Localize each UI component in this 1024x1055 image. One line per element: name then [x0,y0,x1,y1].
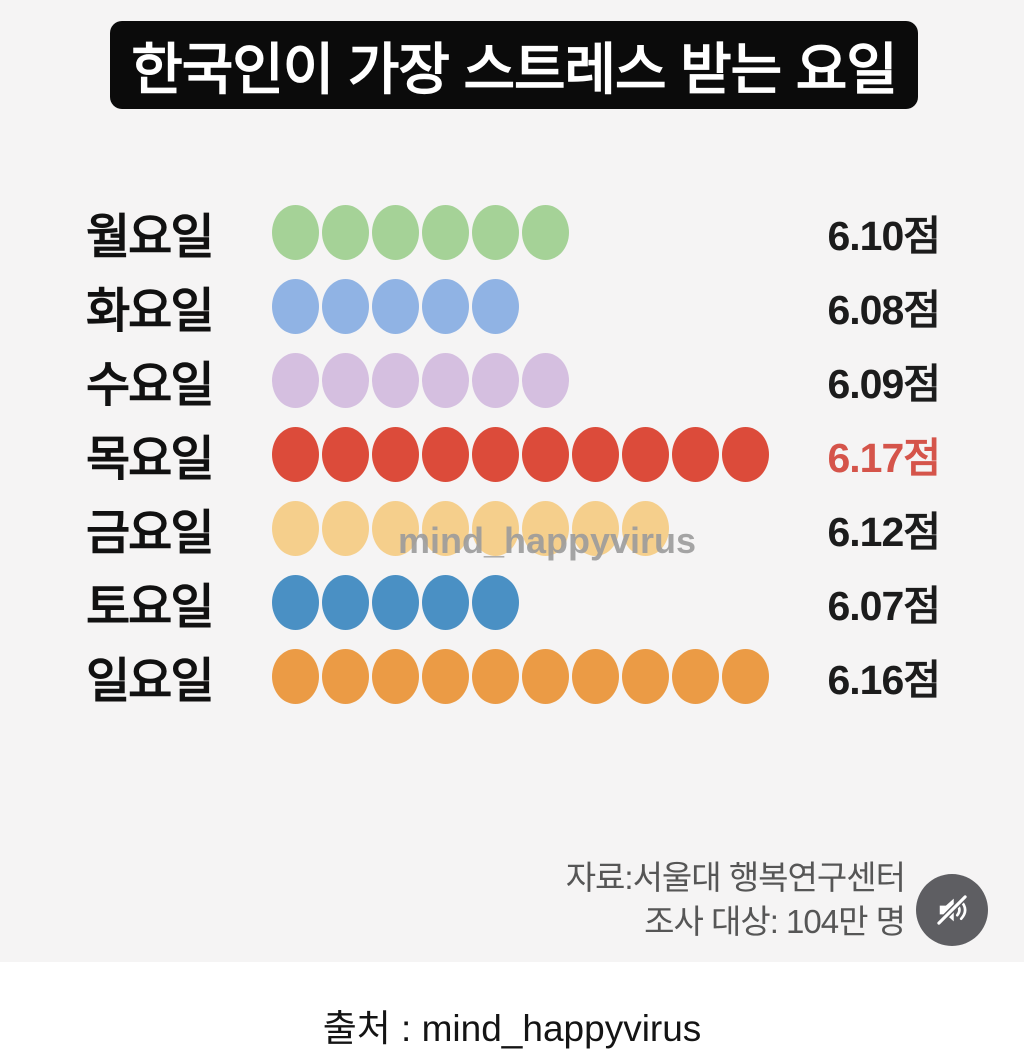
dot-icon [322,648,369,704]
dot-icon [272,426,319,482]
dot-icon [322,500,369,556]
source-line-1: 자료:서울대 행복연구센터 [565,859,906,896]
score-label: 6.07점 [827,583,941,629]
dot-icon [572,500,619,556]
chart-row: 월요일 6.10점 [0,195,1024,269]
score-label: 6.08점 [827,287,941,333]
dot-icon [622,648,669,704]
dot-icon [722,648,769,704]
dot-icon [322,278,369,334]
score-label: 6.17점 [827,435,941,481]
dot-icon [272,204,319,260]
source-note: 자료:서울대 행복연구센터 조사 대상: 104만 명 [565,856,906,944]
source-line-2: 조사 대상: 104만 명 [644,903,906,940]
dot-icon [522,500,569,556]
dot-icon [672,648,719,704]
dot-icon [472,648,519,704]
dot-icon [272,352,319,408]
dot-icon [672,426,719,482]
dot-icon [472,278,519,334]
dot-icon [372,352,419,408]
dot-icon [272,500,319,556]
dot-icon [722,426,769,482]
dot-icon [422,648,469,704]
chart-row: 금요일 6.12점 [0,491,1024,565]
dot-icon [272,574,319,630]
dot-icon [372,426,419,482]
dot-icon [372,204,419,260]
dot-icon [572,426,619,482]
dot-icon [422,500,469,556]
dot-icon [422,574,469,630]
dot-icon [422,204,469,260]
dot-icon [472,204,519,260]
chart-row: 목요일 6.17점 [0,417,1024,491]
dot-icon [422,426,469,482]
chart-row: 일요일 6.16점 [0,639,1024,713]
score-label: 6.16점 [827,657,941,703]
score-label: 6.12점 [827,509,941,555]
dot-icon [372,500,419,556]
dot-icon [472,500,519,556]
dot-bar [272,352,572,408]
page-title: 한국인이 가장 스트레스 받는 요일 [131,37,898,101]
dot-icon [472,426,519,482]
chart-row: 수요일 6.09점 [0,343,1024,417]
dot-icon [472,352,519,408]
dot-icon [322,426,369,482]
dot-bar [272,500,672,556]
dot-icon [372,278,419,334]
score-label: 6.09점 [827,361,941,407]
dot-bar [272,204,572,260]
day-label: 월요일 [86,211,214,264]
dot-bar [272,426,772,482]
day-label: 일요일 [86,655,214,708]
dot-icon [522,352,569,408]
chart-row: 화요일 6.08점 [0,269,1024,343]
day-label: 금요일 [86,507,214,560]
day-label: 토요일 [86,581,214,634]
mute-button[interactable] [916,874,988,946]
dot-icon [622,426,669,482]
dot-icon [522,204,569,260]
dot-icon [322,352,369,408]
dot-icon [372,574,419,630]
dot-bar [272,278,522,334]
dot-bar [272,574,522,630]
caption-credit: 출처 : mind_happyvirus [322,1008,702,1049]
dot-icon [522,426,569,482]
dot-icon [472,574,519,630]
day-label: 화요일 [86,285,214,338]
dot-icon [272,648,319,704]
dot-icon [322,204,369,260]
muted-speaker-icon [931,889,973,931]
score-label: 6.10점 [827,213,941,259]
dot-icon [622,500,669,556]
dot-icon [322,574,369,630]
dot-icon [572,648,619,704]
dot-icon [422,352,469,408]
dot-bar [272,648,772,704]
title-banner: 한국인이 가장 스트레스 받는 요일 [110,21,918,109]
dot-icon [522,648,569,704]
day-label: 수요일 [86,359,214,412]
dot-icon [372,648,419,704]
chart-row: 토요일 6.07점 [0,565,1024,639]
dot-icon [272,278,319,334]
day-label: 목요일 [86,433,214,486]
dot-icon [422,278,469,334]
